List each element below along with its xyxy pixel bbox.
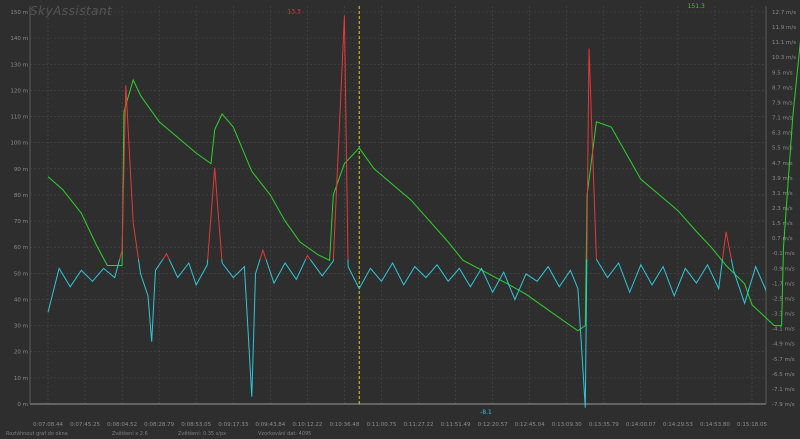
y-left-tick-label: 10 m <box>14 376 28 382</box>
x-tick-label: 0:13:35.79 <box>589 422 619 428</box>
y-left-tick-label: 40 m <box>14 297 28 303</box>
vario-line-negative <box>47 259 766 408</box>
y-left-tick-label: 20 m <box>14 350 28 356</box>
y-left-tick-label: 70 m <box>14 219 28 225</box>
x-tick-label: 0:07:45.25 <box>70 422 100 428</box>
x-tick-label: 0:10:12.22 <box>292 422 322 428</box>
x-tick-label: 0:11:27.22 <box>404 422 434 428</box>
y-right-tick-label: -7.1 m/s <box>772 387 795 393</box>
y-left-tick-label: 80 m <box>14 193 28 199</box>
x-tick-label: 0:09:43.84 <box>255 422 285 428</box>
status-sampling: Vzorkování dat: 4095 <box>258 431 312 437</box>
y-right-tick-label: 11.1 m/s <box>772 40 796 46</box>
y-left-tick-label: 50 m <box>14 271 28 277</box>
peak-annotation: 151.3 <box>688 3 705 10</box>
x-tick-label: 0:11:51.49 <box>441 422 471 428</box>
x-tick-label: 0:14:00.07 <box>626 422 656 428</box>
y-right-tick-label: 1.5 m/s <box>772 221 793 227</box>
y-right-tick-label: 4.7 m/s <box>772 161 793 167</box>
y-right-tick-label: 8.7 m/s <box>772 85 793 91</box>
peak-annotation: 13.3 <box>287 9 301 16</box>
y-right-tick-label: 0.7 m/s <box>772 236 793 242</box>
y-right-tick-label: 9.5 m/s <box>772 70 793 76</box>
peak-annotation: -8.1 <box>480 409 492 416</box>
y-left-tick-label: 0 m <box>17 402 28 408</box>
y-left-tick-label: 130 m <box>10 62 28 68</box>
y-right-tick-label: 7.1 m/s <box>772 116 793 122</box>
y-right-tick-label: 10.3 m/s <box>772 55 796 61</box>
app-brand: SkyAssistant <box>30 4 113 18</box>
status-scale: Zvětšení: 0.35 s/px <box>178 431 227 437</box>
y-right-tick-label: 7.9 m/s <box>772 100 793 106</box>
y-right-tick-label: -2.5 m/s <box>772 296 795 302</box>
x-tick-label: 0:12:45.04 <box>515 422 545 428</box>
x-tick-label: 0:09:17.33 <box>218 422 248 428</box>
status-zoom: Zvětšení x 2.6 <box>112 431 148 437</box>
y-left-tick-label: 100 m <box>10 141 28 147</box>
y-right-tick-label: -5.7 m/s <box>772 357 795 363</box>
x-tick-label: 0:08:04.52 <box>107 422 137 428</box>
vario-line-positive <box>119 15 732 260</box>
y-right-tick-label: 2.3 m/s <box>772 206 793 212</box>
y-left-tick-label: 110 m <box>10 115 28 121</box>
y-right-tick-label: -7.9 m/s <box>772 402 795 408</box>
x-tick-label: 0:13:09.30 <box>552 422 582 428</box>
x-tick-label: 0:08:53.05 <box>181 422 211 428</box>
y-right-tick-label: 6.3 m/s <box>772 131 793 137</box>
y-right-tick-label: 12.7 m/s <box>772 10 796 16</box>
x-tick-label: 0:11:00.75 <box>366 422 396 428</box>
x-tick-label: 0:14:29.53 <box>663 422 693 428</box>
y-left-tick-label: 150 m <box>10 10 28 16</box>
altitude-line <box>47 40 800 332</box>
x-tick-label: 0:07:08.44 <box>33 422 63 428</box>
x-tick-label: 0:08:28.79 <box>144 422 174 428</box>
x-tick-label: 0:10:36.48 <box>329 422 359 428</box>
y-left-tick-label: 60 m <box>14 245 28 251</box>
y-right-tick-label: -4.9 m/s <box>772 342 795 348</box>
y-right-tick-label: -6.5 m/s <box>772 372 795 378</box>
y-left-tick-label: 120 m <box>10 88 28 94</box>
y-right-tick-label: 3.1 m/s <box>772 191 793 197</box>
status-fit-window[interactable]: Roztáhnout graf do okna <box>6 431 68 437</box>
x-tick-label: 0:12:20.57 <box>478 422 508 428</box>
y-left-tick-label: 90 m <box>14 167 28 173</box>
y-left-tick-label: 140 m <box>10 36 28 42</box>
y-right-tick-label: 3.9 m/s <box>772 176 793 182</box>
y-right-tick-label: 11.9 m/s <box>772 25 796 31</box>
y-left-tick-label: 30 m <box>14 324 28 330</box>
x-tick-label: 0:15:18.05 <box>737 422 767 428</box>
y-right-tick-label: -4.1 m/s <box>772 327 795 333</box>
y-right-tick-label: 5.5 m/s <box>772 146 793 152</box>
y-right-tick-label: -3.3 m/s <box>772 312 795 318</box>
x-tick-label: 0:14:53.80 <box>700 422 730 428</box>
y-right-tick-label: -1.7 m/s <box>772 281 795 287</box>
